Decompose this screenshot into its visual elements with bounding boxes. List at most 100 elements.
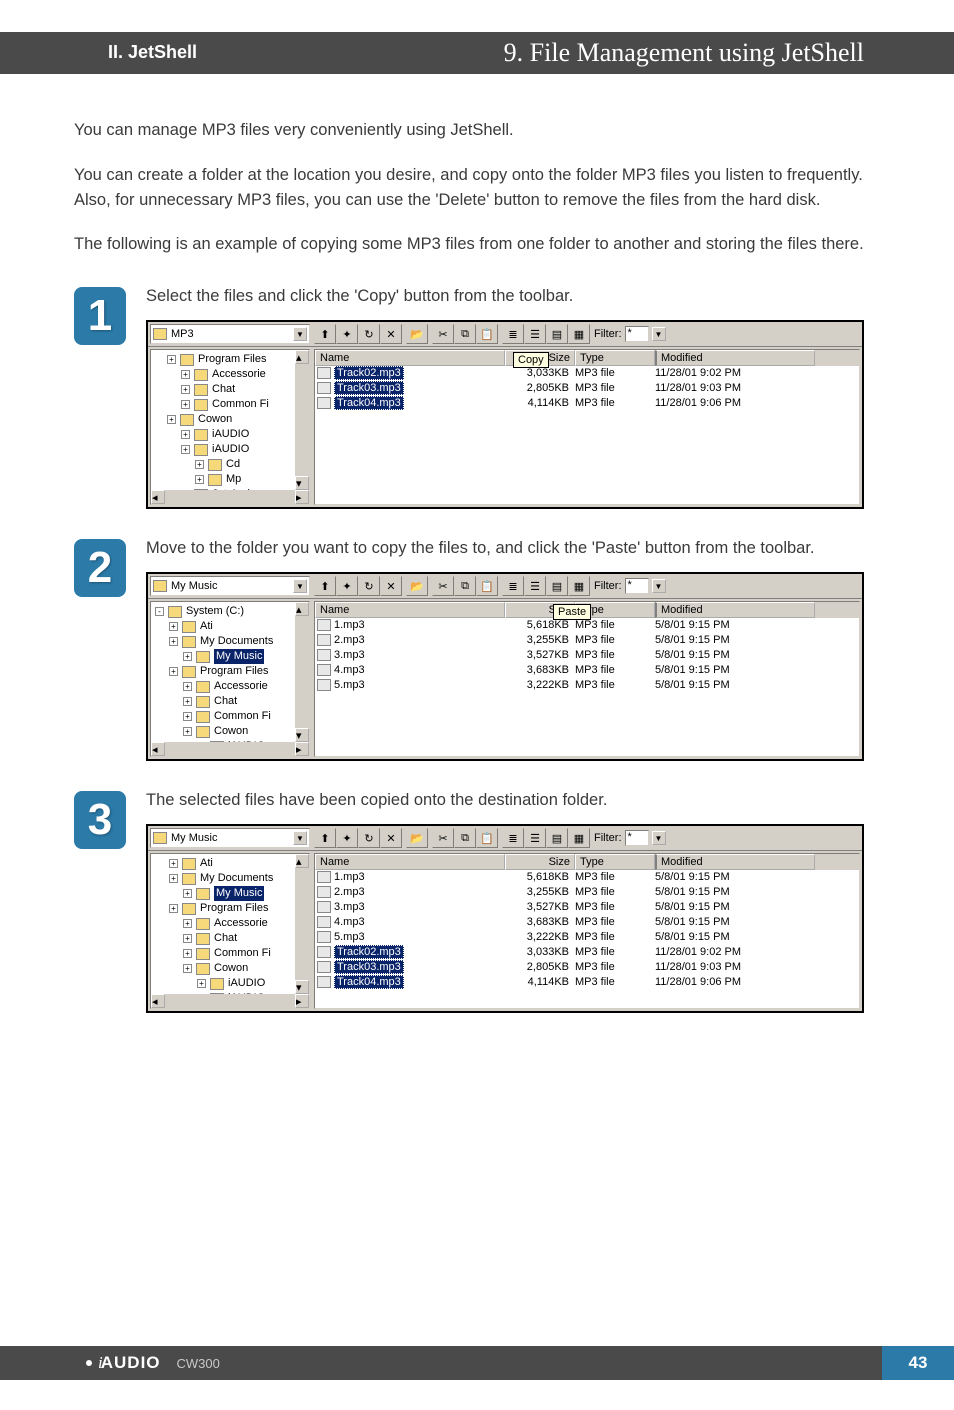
expand-icon[interactable]: + — [167, 415, 176, 424]
path-dropdown-icon[interactable]: ▼ — [293, 327, 307, 341]
toolbar-button[interactable]: ⬆ — [314, 576, 336, 596]
tree-node-label[interactable]: Program Files — [198, 352, 266, 367]
expand-icon[interactable]: + — [169, 904, 178, 913]
toolbar-button[interactable]: ▦ — [568, 828, 590, 848]
expand-icon[interactable]: + — [183, 919, 192, 928]
expand-icon[interactable]: + — [183, 682, 192, 691]
file-row[interactable]: 5.mp33,222KBMP3 file5/8/01 9:15 PM — [315, 678, 859, 693]
folder-tree[interactable]: + Program Files+ Accessorie+ Chat+ Commo… — [150, 349, 310, 505]
file-row[interactable]: 3.mp33,527KBMP3 file5/8/01 9:15 PM — [315, 648, 859, 663]
expand-icon[interactable]: + — [195, 460, 204, 469]
scroll-down-icon[interactable]: ▾ — [295, 980, 309, 994]
col-size[interactable]: Size — [505, 854, 575, 870]
expand-icon[interactable]: + — [169, 622, 178, 631]
file-row[interactable]: 3.mp33,527KBMP3 file5/8/01 9:15 PM — [315, 900, 859, 915]
col-modified[interactable]: Modified — [655, 854, 815, 870]
tree-node-label[interactable]: Common Fi — [214, 709, 271, 724]
path-dropdown-icon[interactable]: ▼ — [293, 831, 307, 845]
filter-dropdown-icon[interactable]: ▼ — [652, 327, 666, 341]
expand-icon[interactable]: + — [183, 934, 192, 943]
scrollbar-vertical[interactable]: ▴▾ — [295, 350, 309, 490]
scroll-up-icon[interactable]: ▴ — [295, 602, 309, 616]
toolbar-button[interactable]: ≣ — [502, 576, 524, 596]
file-list[interactable]: NameSizeTypeModified1.mp35,618KBMP3 file… — [314, 853, 860, 1009]
file-list[interactable]: NameSizeTypeModifiedTrack02.mp33,033KBMP… — [314, 349, 860, 505]
path-box[interactable]: MP3▼ — [150, 324, 310, 344]
expand-icon[interactable]: + — [183, 652, 192, 661]
toolbar-button[interactable]: ▤ — [546, 324, 568, 344]
toolbar-button[interactable]: ≣ — [502, 828, 524, 848]
tree-node-label[interactable]: Cd — [226, 457, 240, 472]
toolbar-button[interactable]: ⧉ — [454, 576, 476, 596]
scroll-down-icon[interactable]: ▾ — [295, 728, 309, 742]
toolbar-button[interactable]: 📂 — [406, 324, 428, 344]
expand-icon[interactable]: + — [169, 874, 178, 883]
scrollbar-vertical[interactable]: ▴▾ — [295, 854, 309, 994]
toolbar-button[interactable]: ↻ — [358, 324, 380, 344]
file-row[interactable]: 2.mp33,255KBMP3 file5/8/01 9:15 PM — [315, 885, 859, 900]
toolbar-button[interactable]: ⧉ — [454, 828, 476, 848]
file-list[interactable]: NameSizeTypeModified1.mp35,618KBMP3 file… — [314, 601, 860, 757]
tree-node-label[interactable]: Cowon — [214, 724, 248, 739]
expand-icon[interactable]: + — [183, 949, 192, 958]
file-row[interactable]: Track04.mp34,114KBMP3 file11/28/01 9:06 … — [315, 975, 859, 990]
toolbar-button[interactable]: 📋 — [476, 576, 498, 596]
file-row[interactable]: Track03.mp32,805KBMP3 file11/28/01 9:03 … — [315, 381, 859, 396]
toolbar-button[interactable]: ✂ — [432, 324, 454, 344]
col-type[interactable]: Type — [575, 350, 655, 366]
toolbar-button[interactable]: ✦ — [336, 828, 358, 848]
file-row[interactable]: 5.mp33,222KBMP3 file5/8/01 9:15 PM — [315, 930, 859, 945]
expand-icon[interactable]: + — [183, 712, 192, 721]
filter-input[interactable]: * — [625, 578, 649, 594]
toolbar-button[interactable]: ✦ — [336, 576, 358, 596]
tree-node-label[interactable]: My Music — [214, 886, 264, 901]
col-name[interactable]: Name — [315, 350, 505, 366]
toolbar-button[interactable]: ☰ — [524, 324, 546, 344]
file-row[interactable]: 1.mp35,618KBMP3 file5/8/01 9:15 PM — [315, 870, 859, 885]
tree-node-label[interactable]: Program Files — [200, 664, 268, 679]
tree-node-label[interactable]: Accessorie — [214, 679, 268, 694]
path-dropdown-icon[interactable]: ▼ — [293, 579, 307, 593]
tree-node-label[interactable]: My Documents — [200, 871, 273, 886]
toolbar-button[interactable]: ↻ — [358, 828, 380, 848]
col-name[interactable]: Name — [315, 602, 505, 618]
scrollbar-horizontal[interactable]: ◂▸ — [151, 490, 309, 504]
tree-node-label[interactable]: My Documents — [200, 634, 273, 649]
tree-node-label[interactable]: Accessorie — [214, 916, 268, 931]
expand-icon[interactable]: + — [195, 475, 204, 484]
expand-icon[interactable]: + — [183, 697, 192, 706]
toolbar-button[interactable]: ✦ — [336, 324, 358, 344]
expand-icon[interactable]: - — [155, 607, 164, 616]
tree-node-label[interactable]: Chat — [212, 382, 235, 397]
toolbar-button[interactable]: ⬆ — [314, 324, 336, 344]
file-row[interactable]: Track02.mp33,033KBMP3 file11/28/01 9:02 … — [315, 366, 859, 381]
filter-input[interactable]: * — [625, 830, 649, 846]
expand-icon[interactable]: + — [169, 667, 178, 676]
expand-icon[interactable]: + — [183, 964, 192, 973]
filter-input[interactable]: * — [625, 326, 649, 342]
tree-node-label[interactable]: Program Files — [200, 901, 268, 916]
col-name[interactable]: Name — [315, 854, 505, 870]
tree-node-label[interactable]: Ati — [200, 619, 213, 634]
toolbar-button[interactable]: ✕ — [380, 828, 402, 848]
file-row[interactable]: 2.mp33,255KBMP3 file5/8/01 9:15 PM — [315, 633, 859, 648]
toolbar-button[interactable]: 📋 — [476, 324, 498, 344]
expand-icon[interactable]: + — [183, 727, 192, 736]
toolbar-button[interactable]: ≣ — [502, 324, 524, 344]
col-modified[interactable]: Modified — [655, 350, 815, 366]
scroll-left-icon[interactable]: ◂ — [151, 490, 165, 504]
expand-icon[interactable]: + — [169, 859, 178, 868]
toolbar-button[interactable]: ⬆ — [314, 828, 336, 848]
col-type[interactable]: Type — [575, 854, 655, 870]
tree-node-label[interactable]: Chat — [214, 931, 237, 946]
scroll-right-icon[interactable]: ▸ — [295, 490, 309, 504]
expand-icon[interactable]: + — [181, 400, 190, 409]
tree-node-label[interactable]: iAUDIO — [212, 427, 249, 442]
toolbar-button[interactable]: ⧉ — [454, 324, 476, 344]
path-box[interactable]: My Music▼ — [150, 576, 310, 596]
tree-node-label[interactable]: Common Fi — [214, 946, 271, 961]
expand-icon[interactable]: + — [181, 385, 190, 394]
scroll-down-icon[interactable]: ▾ — [295, 476, 309, 490]
expand-icon[interactable]: + — [183, 889, 192, 898]
toolbar-button[interactable]: ☰ — [524, 828, 546, 848]
